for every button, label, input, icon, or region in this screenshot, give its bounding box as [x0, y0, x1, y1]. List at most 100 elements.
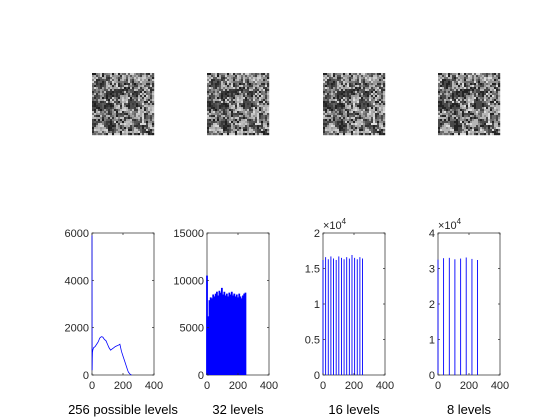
image-pixel [474, 107, 477, 110]
image-pixel [331, 79, 334, 82]
image-pixel [144, 107, 147, 110]
image-pixel [486, 79, 489, 82]
image-pixel [116, 77, 119, 80]
image-pixel [494, 89, 497, 92]
image-pixel [100, 107, 103, 110]
image-pixel [227, 103, 230, 106]
image-pixel [363, 131, 366, 134]
image-pixel [492, 91, 495, 94]
image-pixel [100, 115, 103, 118]
image-pixel [265, 73, 268, 76]
image-pixel [359, 117, 362, 120]
image-pixel [136, 101, 139, 104]
image-pixel [454, 121, 457, 124]
image-pixel [474, 93, 477, 96]
image-row [92, 73, 501, 136]
image-pixel [106, 81, 109, 84]
image-pixel [106, 127, 109, 130]
image-pixel [132, 111, 135, 114]
image-pixel [446, 113, 449, 116]
image-pixel [104, 91, 107, 94]
image-pixel [128, 109, 131, 112]
image-pixel [466, 111, 469, 114]
image-pixel [94, 133, 97, 136]
image-pixel [456, 93, 459, 96]
image-pixel [98, 117, 101, 120]
image-pixel [490, 97, 493, 100]
image-pixel [468, 109, 471, 112]
image-pixel [100, 75, 103, 78]
image-pixel [132, 79, 135, 82]
image-pixel [106, 85, 109, 88]
image-pixel [229, 127, 232, 130]
image-pixel [496, 123, 499, 126]
image-pixel [361, 117, 364, 120]
image-pixel [140, 123, 143, 126]
image-pixel [365, 99, 368, 102]
image-pixel [458, 117, 461, 120]
image-pixel [213, 123, 216, 126]
image-pixel [482, 125, 485, 128]
image-pixel [229, 75, 232, 78]
image-pixel [331, 85, 334, 88]
image-pixel [482, 121, 485, 124]
image-pixel [361, 129, 364, 132]
image-pixel [355, 125, 358, 128]
image-pixel [448, 87, 451, 90]
image-pixel [337, 109, 340, 112]
image-pixel [371, 85, 374, 88]
image-pixel [337, 75, 340, 78]
image-pixel [466, 107, 469, 110]
y-tick-label: 0.5 [305, 335, 320, 347]
image-pixel [253, 111, 256, 114]
image-pixel [235, 81, 238, 84]
image-pixel [442, 79, 445, 82]
image-pixel [373, 95, 376, 98]
image-pixel [233, 79, 236, 82]
image-pixel [229, 101, 232, 104]
image-pixel [152, 87, 155, 90]
image-pixel [142, 93, 145, 96]
image-pixel [494, 107, 497, 110]
image-pixel [124, 119, 127, 122]
image-pixel [221, 83, 224, 86]
image-pixel [239, 109, 242, 112]
image-pixel [215, 89, 218, 92]
image-pixel [333, 79, 336, 82]
image-pixel [217, 97, 220, 100]
image-pixel [265, 131, 268, 134]
image-pixel [237, 77, 240, 80]
image-pixel [448, 97, 451, 100]
image-pixel [116, 101, 119, 104]
image-pixel [450, 105, 453, 108]
image-pixel [142, 133, 145, 136]
image-pixel [148, 75, 151, 78]
image-pixel [448, 81, 451, 84]
image-pixel [339, 109, 342, 112]
image-pixel [466, 117, 469, 120]
image-pixel [369, 117, 372, 120]
image-pixel [361, 119, 364, 122]
image-pixel [341, 91, 344, 94]
image-pixel [122, 73, 125, 76]
image-pixel [460, 87, 463, 90]
image-pixel [327, 97, 330, 100]
image-pixel [150, 85, 153, 88]
image-pixel [142, 107, 145, 110]
image-pixel [102, 113, 105, 116]
image-pixel [241, 93, 244, 96]
image-pixel [440, 95, 443, 98]
image-pixel [325, 133, 328, 136]
image-pixel [468, 97, 471, 100]
image-pixel [363, 73, 366, 76]
image-pixel [349, 81, 352, 84]
image-pixel [367, 81, 370, 84]
image-pixel [329, 79, 332, 82]
image-pixel [209, 113, 212, 116]
image-pixel [337, 95, 340, 98]
image-pixel [92, 115, 95, 118]
image-pixel [490, 81, 493, 84]
image-pixel [492, 121, 495, 124]
image-pixel [331, 119, 334, 122]
image-pixel [476, 97, 479, 100]
